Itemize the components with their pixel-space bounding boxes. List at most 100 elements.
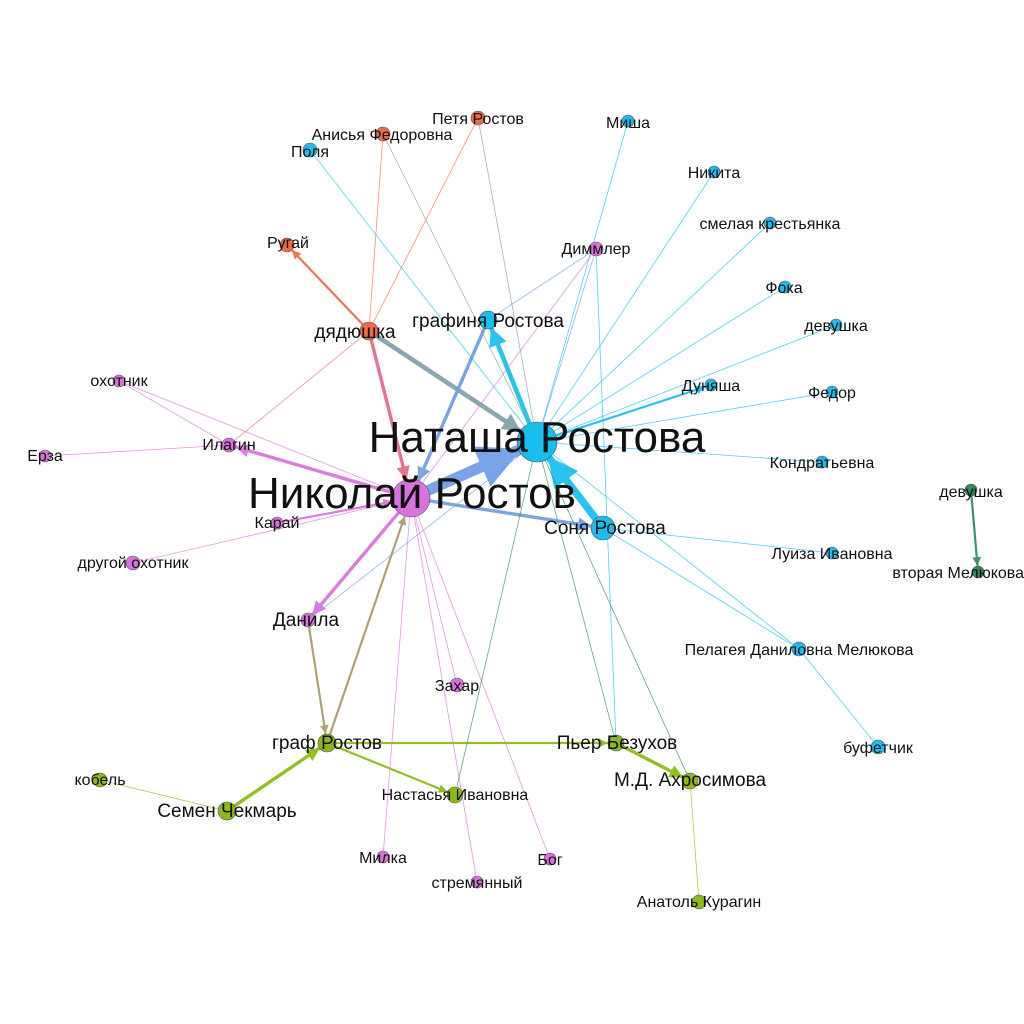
node-kobel[interactable] [92, 772, 108, 788]
edge-petya-natasha [478, 121, 534, 422]
node-drugoy[interactable] [125, 555, 141, 571]
node-label-zakhar: Захар [435, 678, 479, 695]
node-label-devushka2: девушка [939, 484, 1003, 501]
node-label-bufetchik: буфетчик [843, 740, 914, 757]
node-label-grafinya: графиня Ростова [412, 311, 564, 332]
edge-anatol-akhrosimova [690, 789, 700, 899]
edge-natasha-nastasya [456, 453, 535, 787]
edge-natasha-pelageya [546, 449, 794, 645]
edge-natasha-nikita [543, 177, 711, 433]
node-nastasya[interactable] [446, 786, 464, 804]
node-label-akhrosimova: М.Д. Ахросимова [614, 770, 766, 791]
node-petya[interactable] [470, 110, 486, 126]
edge-dyadyushka-nikolai [368, 334, 410, 481]
node-milka[interactable] [376, 850, 390, 864]
node-nikolai[interactable] [391, 478, 431, 518]
node-danila[interactable] [300, 612, 316, 628]
edge-anisya-natasha [384, 137, 529, 424]
node-luiza[interactable] [825, 546, 839, 560]
node-label-foka: Фока [765, 280, 802, 297]
edge-nikolai-milka [383, 508, 411, 851]
edge-natasha-pierre [539, 453, 615, 735]
edge-natasha-foka [546, 290, 780, 437]
node-sonya[interactable] [590, 515, 616, 541]
edge-dimmler-pierre [595, 252, 617, 735]
node-label-bog: Бог [537, 852, 562, 869]
node-devushka1[interactable] [829, 318, 843, 332]
node-nikita[interactable] [707, 165, 721, 179]
node-label-pierre: Пьер Безухов [557, 733, 678, 754]
node-ilagin[interactable] [221, 437, 237, 453]
node-dunyasha[interactable] [704, 378, 718, 392]
node-label-dyadyushka: дядюшка [314, 322, 396, 343]
node-label-nikita: Никита [688, 165, 741, 182]
edge-kobel-semen [103, 780, 218, 810]
node-fedor[interactable] [825, 385, 839, 399]
node-vtoraya[interactable] [971, 565, 985, 579]
node-label-semen: Семен Чекмарь [157, 801, 296, 822]
edge-nikolai-stremyanny [412, 508, 477, 876]
node-akhrosimova[interactable] [681, 772, 699, 790]
node-label-sonya: Соня Ростова [544, 518, 666, 539]
node-karay[interactable] [270, 516, 284, 530]
node-label-drugoy: другой охотник [77, 555, 189, 572]
node-label-polya: Поля [291, 144, 329, 161]
node-label-vtoraya: вторая Мелюкова [892, 565, 1024, 582]
edge-grafinya-nikolai [417, 323, 488, 482]
edge-natasha-dunyasha [547, 385, 706, 440]
node-natasha[interactable] [516, 421, 558, 463]
edge-nikolai-sonya [420, 498, 592, 531]
node-dyadyushka[interactable] [359, 321, 379, 341]
edge-sonya-luiza [609, 528, 826, 553]
node-label-misha: Миша [606, 115, 650, 132]
node-semen[interactable] [217, 801, 237, 821]
node-polya[interactable] [302, 142, 318, 158]
edge-devushka2-vtoraya [970, 492, 982, 567]
edge-erza-ilagin [48, 445, 222, 457]
node-label-erza: Ерза [27, 448, 63, 465]
edge-petya-dyadyushka [373, 121, 477, 323]
edge-dimmler-grafinya [495, 250, 593, 315]
node-devushka2[interactable] [964, 483, 978, 497]
node-anatol[interactable] [691, 894, 707, 910]
node-misha[interactable] [621, 114, 635, 128]
edge-sonya-natasha [546, 454, 603, 527]
node-label-kobel: кобель [74, 772, 125, 789]
node-pierre[interactable] [607, 734, 625, 752]
node-label-okhotnik: охотник [90, 373, 148, 390]
edge-nikolai-natasha [415, 445, 524, 499]
node-rugay[interactable] [279, 237, 295, 253]
node-pelageya[interactable] [791, 641, 807, 657]
edge-natasha-danila [313, 448, 528, 616]
node-grafinya[interactable] [478, 310, 498, 330]
node-label-anisya: Анисья Федоровна [312, 127, 453, 144]
node-graf[interactable] [317, 733, 337, 753]
node-label-smelaya: смелая крестьянка [700, 216, 841, 233]
node-smelaya[interactable] [763, 216, 777, 230]
node-kondratevna[interactable] [815, 455, 829, 469]
node-bufetchik[interactable] [870, 739, 886, 755]
node-label-rugay: Ругай [267, 235, 309, 252]
node-erza[interactable] [38, 449, 52, 463]
node-label-karay: Карай [255, 515, 300, 532]
edge-graf-nastasya [330, 743, 448, 793]
node-okhotnik[interactable] [112, 374, 126, 388]
node-label-anatol: Анатоль Курагин [637, 894, 761, 911]
node-bog[interactable] [543, 852, 557, 866]
edge-natasha-polya [314, 155, 531, 433]
edge-graf-nikolai [327, 515, 407, 739]
edge-natasha-fedor [548, 392, 826, 441]
edge-okhotnik-ilagin [121, 382, 223, 442]
node-foka[interactable] [778, 280, 792, 294]
edge-nikolai-dimmler [417, 255, 592, 490]
node-label-natasha: Наташа Ростова [369, 413, 706, 462]
node-stremyanny[interactable] [470, 875, 484, 889]
node-label-devushka1: девушка [804, 318, 868, 335]
node-dimmler[interactable] [588, 241, 604, 257]
edge-danila-graf [307, 623, 329, 735]
node-zakhar[interactable] [449, 677, 465, 693]
edge-natasha-misha [539, 127, 627, 431]
node-anisya[interactable] [375, 126, 391, 142]
edge-semen-graf [229, 746, 321, 810]
